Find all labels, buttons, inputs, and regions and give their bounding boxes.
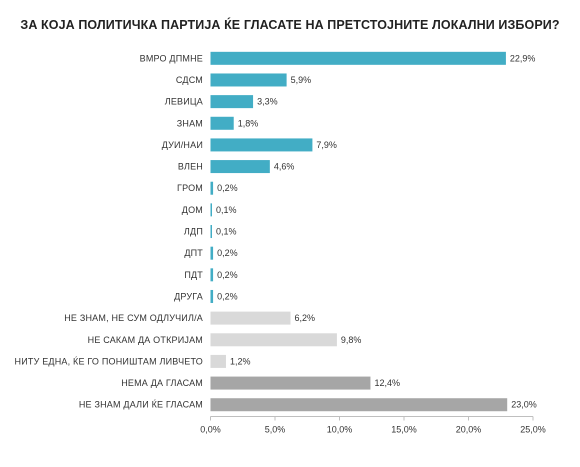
value-label: 1,8% [238, 118, 259, 128]
value-label: 0,2% [217, 270, 238, 280]
bar [210, 51, 506, 65]
value-label: 7,9% [316, 140, 337, 150]
bar [210, 268, 214, 282]
bar [210, 311, 291, 325]
x-tick-label: 10,0% [327, 425, 353, 435]
category-label: ДРУГА [174, 291, 203, 301]
category-label: НЕ ЗНАМ ДАЛИ ЌЕ ГЛАСАМ [79, 400, 203, 410]
category-label: ВМРО ДПМНЕ [140, 53, 203, 63]
bar [210, 203, 212, 217]
value-label: 6,2% [294, 313, 315, 323]
category-label: ЛДП [184, 227, 203, 237]
bar [210, 181, 214, 195]
category-label: ДУИ/НАИ [162, 140, 203, 150]
bar [210, 398, 508, 412]
bar [210, 246, 214, 260]
x-tick-label: 15,0% [391, 425, 417, 435]
category-label: НЕМА ДА ГЛАСАМ [121, 378, 203, 388]
value-label: 5,9% [291, 75, 312, 85]
value-label: 4,6% [274, 162, 295, 172]
value-label: 3,3% [257, 97, 278, 107]
bar [210, 73, 287, 87]
bar [210, 376, 371, 390]
category-label: СДСМ [176, 75, 203, 85]
category-label: ВЛЕН [178, 162, 203, 172]
category-label: ДОМ [182, 205, 203, 215]
value-label: 0,2% [217, 248, 238, 258]
category-label: НЕ САКАМ ДА ОТКРИЈАМ [88, 335, 203, 345]
category-label: НИТУ ЕДНА, ЌЕ ГО ПОНИШТАМ ЛИВЧЕТО [15, 356, 203, 366]
value-label: 22,9% [510, 53, 536, 63]
category-label: ГРОМ [177, 183, 203, 193]
category-label: ЗНАМ [177, 118, 203, 128]
x-tick-label: 20,0% [456, 425, 482, 435]
category-label: НЕ ЗНАМ, НЕ СУМ ОДЛУЧИЛ/А [64, 313, 203, 323]
value-label: 0,1% [216, 205, 237, 215]
value-label: 0,2% [217, 291, 238, 301]
value-label: 12,4% [374, 378, 400, 388]
bar [210, 138, 313, 152]
bar [210, 95, 254, 109]
bar [210, 354, 226, 368]
bars-group: ВМРО ДПМНЕ 22,9% СДСМ 5,9% ЛЕВИЦА 3,3% ЗНАМ 1,8… [15, 51, 537, 412]
chart-title: ЗА КОЈА ПОЛИТИЧКА ПАРТИЈА ЌЕ ГЛАСАТЕ НА … [20, 17, 559, 32]
value-label: 9,8% [341, 335, 362, 345]
category-label: ПДТ [184, 270, 203, 280]
bar [210, 333, 337, 347]
x-tick-label: 5,0% [265, 425, 286, 435]
x-tick-label: 25,0% [520, 425, 546, 435]
bar [210, 160, 270, 174]
x-axis-ticks: 0,0% 5,0% 10,0% 15,0% 20,0% 25,0% [200, 416, 546, 435]
value-label: 0,1% [216, 227, 237, 237]
value-label: 0,2% [217, 183, 238, 193]
bar [210, 116, 234, 130]
value-label: 1,2% [230, 356, 251, 366]
bar [210, 225, 212, 239]
value-label: 23,0% [511, 400, 537, 410]
bar [210, 289, 214, 303]
category-label: ДПТ [184, 248, 203, 258]
x-tick-label: 0,0% [200, 425, 221, 435]
category-label: ЛЕВИЦА [165, 97, 203, 107]
